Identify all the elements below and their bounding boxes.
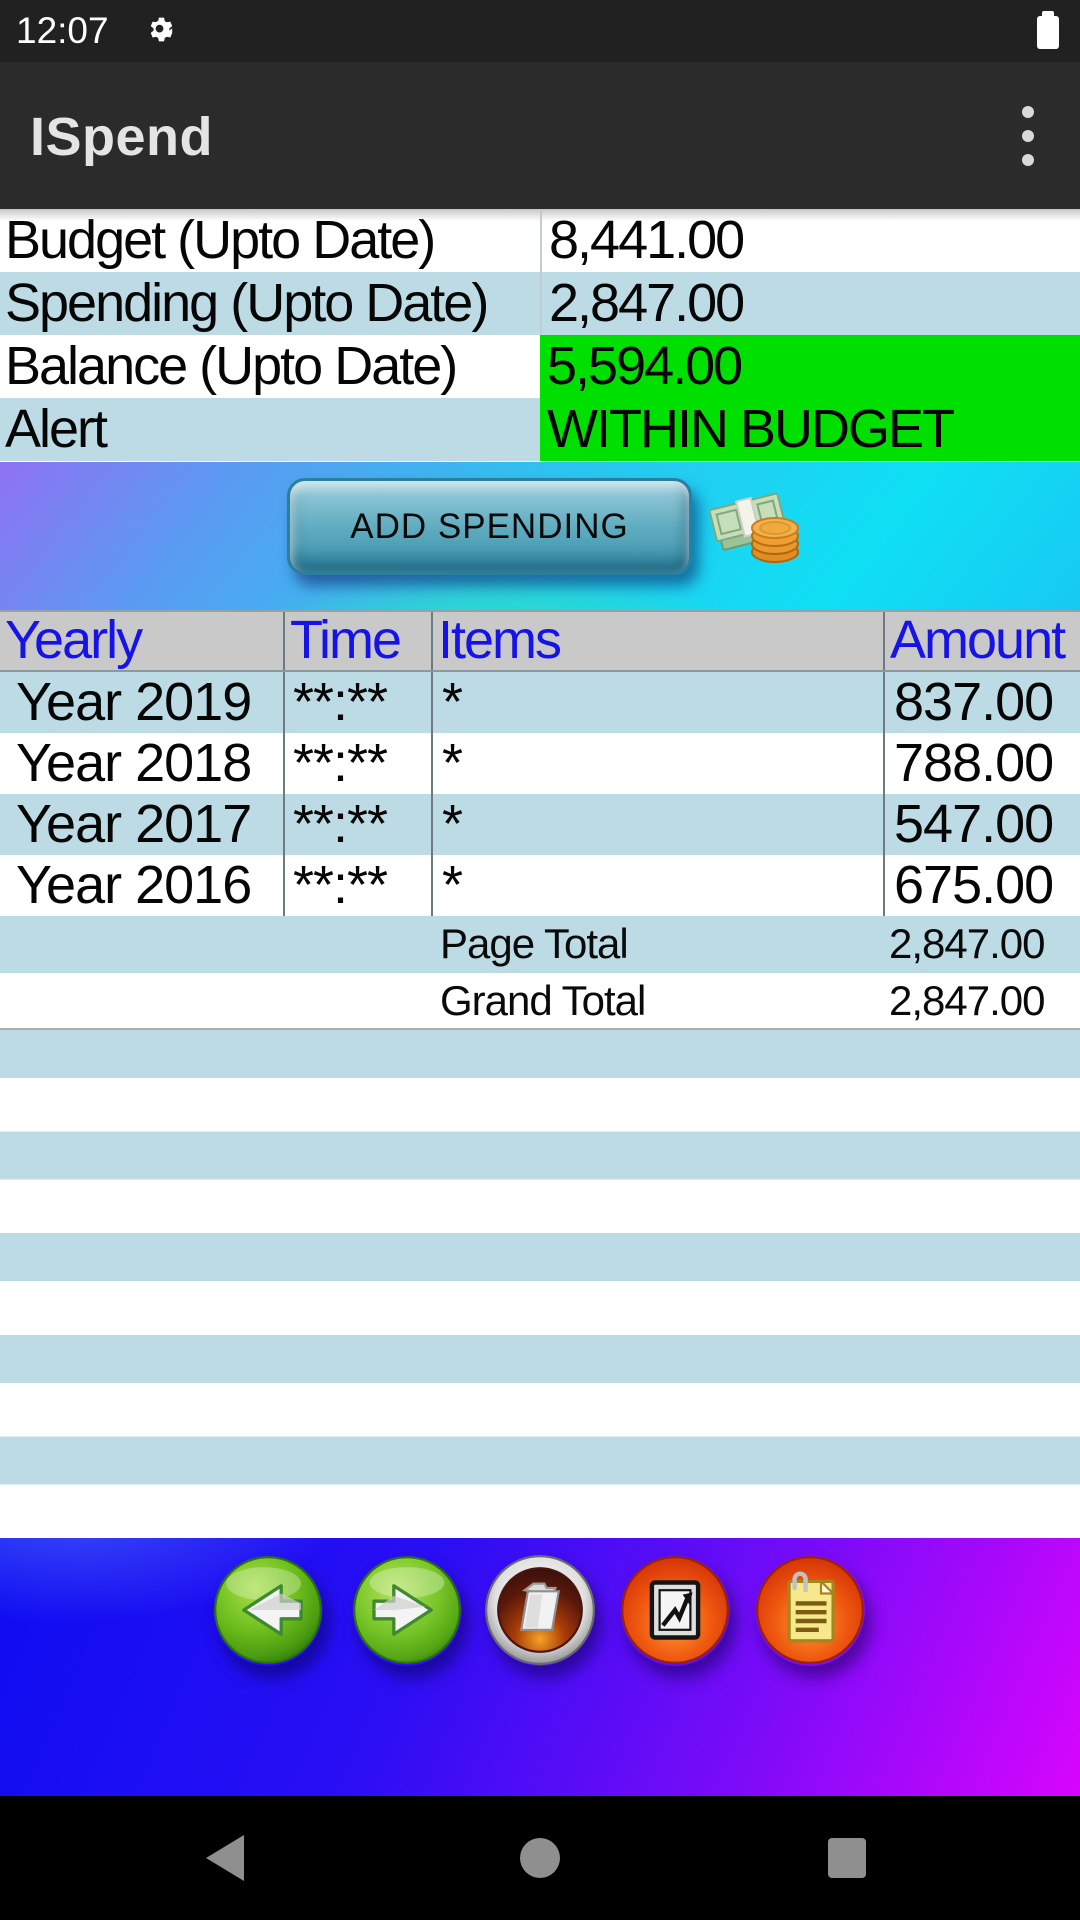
overflow-menu-icon[interactable] — [1022, 62, 1034, 209]
cell-items: * — [431, 794, 883, 855]
summary-label: Spending (Upto Date) — [0, 272, 540, 335]
grand-total-value: 2,847.00 — [889, 977, 1046, 1024]
status-time: 12:07 — [16, 10, 109, 51]
notes-icon — [756, 1556, 864, 1664]
add-spending-button[interactable]: ADD SPENDING — [287, 478, 692, 575]
app-title: ISpend — [30, 107, 214, 167]
folder-icon — [485, 1555, 595, 1665]
cell-time: **:** — [283, 733, 431, 794]
alert-status-badge: WITHIN BUDGET — [540, 398, 1080, 461]
recents-square-icon[interactable] — [828, 1838, 866, 1878]
column-header-time: Time — [283, 612, 431, 670]
column-header-yearly: Yearly — [5, 612, 143, 670]
summary-label: Balance (Upto Date) — [0, 335, 540, 398]
ledger-row-2019[interactable]: Year 2019 **:** * 837.00 — [0, 672, 1080, 733]
status-bar: 12:07 — [0, 0, 1080, 62]
empty-list-rows — [0, 1030, 1080, 1538]
ledger-row-2016[interactable]: Year 2016 **:** * 675.00 — [0, 855, 1080, 916]
cell-yearly: Year 2019 — [16, 672, 252, 732]
app-bar: ISpend — [0, 62, 1080, 209]
ledger-row-2017[interactable]: Year 2017 **:** * 547.00 — [0, 794, 1080, 855]
open-folder-button[interactable] — [485, 1554, 595, 1666]
summary-label: Alert — [0, 398, 540, 461]
gear-icon — [150, 17, 173, 42]
cell-yearly: Year 2017 — [16, 794, 252, 854]
grand-total-row: Grand Total 2,847.00 — [0, 973, 1080, 1030]
column-header-items: Items — [431, 612, 883, 670]
report-notes-button[interactable] — [755, 1554, 865, 1666]
cell-amount: 788.00 — [883, 733, 1080, 794]
summary-value: 2,847.00 — [540, 272, 1080, 335]
ledger-row-2018[interactable]: Year 2018 **:** * 788.00 — [0, 733, 1080, 794]
summary-row-balance: Balance (Upto Date) 5,594.00 — [0, 335, 1080, 398]
cell-time: **:** — [283, 672, 431, 733]
arrow-right-icon — [353, 1556, 461, 1664]
cell-time: **:** — [283, 794, 431, 855]
budget-summary-table: Budget (Upto Date) 8,441.00 Spending (Up… — [0, 209, 1080, 462]
spending-ledger-table: Yearly Time Items Amount Year 2019 **:**… — [0, 610, 1080, 1030]
cell-yearly: Year 2016 — [16, 855, 252, 915]
cell-amount: 837.00 — [883, 672, 1080, 733]
cell-time: **:** — [283, 855, 431, 916]
back-triangle-icon[interactable] — [206, 1835, 244, 1881]
grand-total-label: Grand Total — [440, 977, 646, 1024]
arrow-left-icon — [214, 1556, 322, 1664]
bottom-toolbar — [0, 1538, 1080, 1796]
cell-amount: 547.00 — [883, 794, 1080, 855]
summary-row-budget: Budget (Upto Date) 8,441.00 — [0, 209, 1080, 272]
ledger-header-row: Yearly Time Items Amount — [0, 610, 1080, 672]
cell-items: * — [431, 855, 883, 916]
android-navigation-bar — [0, 1796, 1080, 1920]
cell-items: * — [431, 672, 883, 733]
battery-icon — [1037, 11, 1059, 49]
page-total-row: Page Total 2,847.00 — [0, 916, 1080, 973]
cash-and-coins-icon — [708, 492, 799, 563]
summary-row-spending: Spending (Upto Date) 2,847.00 — [0, 272, 1080, 335]
column-header-amount: Amount — [883, 612, 1080, 670]
summary-row-alert: Alert WITHIN BUDGET — [0, 398, 1080, 461]
add-spending-label: ADD SPENDING — [350, 506, 629, 546]
page-total-label: Page Total — [440, 920, 629, 967]
cell-yearly: Year 2018 — [16, 733, 252, 793]
cell-amount: 675.00 — [883, 855, 1080, 916]
export-chart-button[interactable] — [620, 1554, 730, 1666]
summary-value: 5,594.00 — [540, 335, 1080, 398]
next-page-button[interactable] — [352, 1554, 462, 1666]
previous-page-button[interactable] — [213, 1554, 323, 1666]
home-circle-icon[interactable] — [519, 1837, 561, 1879]
export-chart-icon — [621, 1556, 729, 1664]
summary-value: 8,441.00 — [540, 209, 1080, 272]
summary-label: Budget (Upto Date) — [0, 209, 540, 272]
actions-section: ADD SPENDING — [0, 462, 1080, 610]
cell-items: * — [431, 733, 883, 794]
page-total-value: 2,847.00 — [889, 920, 1046, 967]
